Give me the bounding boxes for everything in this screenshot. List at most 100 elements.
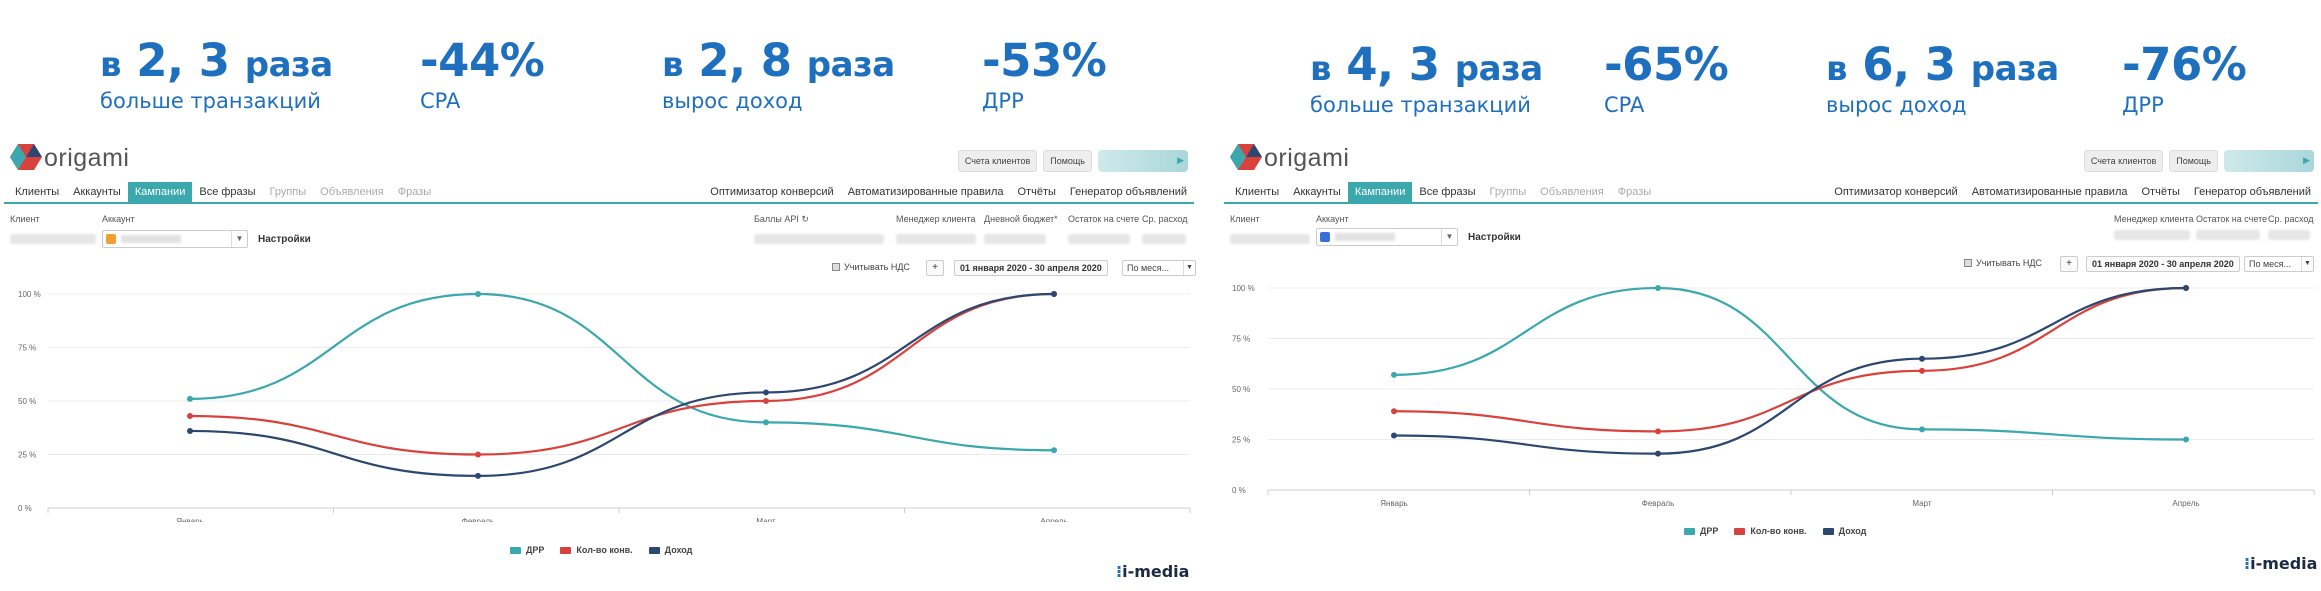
main-nav: Клиенты Аккаунты Кампании Все фразы Груп… [1224, 182, 2318, 204]
avg-spend-label: Ср. расход [2268, 214, 2314, 224]
legend-item[interactable]: Кол-во конв. [560, 545, 633, 555]
account-label: Аккаунт [1316, 214, 1349, 224]
settings-link[interactable]: Настройки [258, 234, 311, 245]
tab-conversion-optimizer[interactable]: Оптимизатор конверсий [710, 186, 834, 198]
tab-reports[interactable]: Отчёты [1017, 186, 1056, 198]
data-point [475, 451, 481, 458]
screenshot-right: origami Счета клиентов Помощь Клиенты Ак… [1224, 132, 2318, 582]
tab-all-phrases[interactable]: Все фразы [1419, 186, 1476, 198]
daily-budget-label: Дневной бюджет* [984, 214, 1058, 224]
legend-item[interactable]: Кол-во конв. [1734, 526, 1807, 536]
data-point [1391, 432, 1397, 439]
stat-suffix: раза [244, 45, 333, 85]
client-bills-button[interactable]: Счета клиентов [957, 150, 1038, 172]
client-bills-button[interactable]: Счета клиентов [2083, 150, 2164, 172]
stat-caption: вырос доход [1826, 93, 1967, 117]
stat-revenue: в 2, 8 раза вырос доход [662, 38, 895, 113]
imedia-mark-icon: ⁝ [1116, 562, 1123, 581]
tab-ad-generator[interactable]: Генератор объявлений [2193, 186, 2311, 198]
data-point [187, 395, 193, 402]
x-tick-label: Март [756, 517, 775, 522]
x-tick-label: Март [1912, 499, 1931, 508]
screenshot-left: origami Счета клиентов Помощь Клиенты Ак… [4, 132, 1196, 582]
vat-checkbox[interactable]: Учитывать НДС [1964, 258, 2042, 268]
tab-phrases[interactable]: Фразы [1617, 186, 1652, 198]
granularity-select[interactable]: По меся... ▼ [2244, 256, 2314, 272]
tab-groups[interactable]: Группы [1489, 186, 1527, 198]
client-value-blurred [1230, 234, 1310, 244]
series-line [1393, 286, 2187, 455]
stat-value: 4, 3 [1346, 38, 1440, 91]
user-menu[interactable] [2224, 150, 2314, 172]
stat-caption: больше транзакций [100, 89, 321, 113]
legend-item[interactable]: ДРР [1684, 526, 1718, 536]
data-point [1919, 367, 1925, 374]
data-point [187, 427, 193, 434]
add-button[interactable]: + [2060, 256, 2078, 272]
manager-label: Менеджер клиента [896, 214, 976, 224]
tab-phrases[interactable]: Фразы [397, 186, 432, 198]
date-range-picker[interactable]: 01 января 2020 - 30 апреля 2020 [954, 260, 1108, 276]
settings-link[interactable]: Настройки [1468, 232, 1521, 243]
app-header: origami Счета клиентов Помощь [1224, 140, 2318, 176]
legend-item[interactable]: Доход [1822, 526, 1866, 536]
legend-swatch [1734, 527, 1746, 535]
stat-cpa: -44% CPA [420, 34, 545, 113]
tab-all-phrases[interactable]: Все фразы [199, 186, 256, 198]
tab-ads[interactable]: Объявления [320, 186, 384, 198]
balance-label: Остаток на счете [1068, 214, 1140, 224]
legend-swatch [1822, 527, 1834, 535]
tab-accounts[interactable]: Аккаунты [73, 186, 121, 198]
tab-ads[interactable]: Объявления [1540, 186, 1604, 198]
checkbox-icon [1964, 259, 1972, 267]
tab-automated-rules[interactable]: Автоматизированные правила [847, 186, 1004, 198]
filter-bar: Клиент Аккаунт ▼ Настройки Баллы API ↻ М… [4, 212, 1196, 302]
tab-campaigns[interactable]: Кампании [127, 182, 193, 202]
tab-reports[interactable]: Отчёты [2141, 186, 2180, 198]
tab-campaigns[interactable]: Кампании [1347, 182, 1413, 202]
data-point [763, 398, 769, 404]
granularity-select[interactable]: По меся... ▼ [1122, 260, 1196, 276]
stat-drr: -76% ДРР [2122, 42, 2247, 117]
stat-value: 6, 3 [1862, 38, 1956, 91]
account-icon [1320, 232, 1330, 242]
tab-groups[interactable]: Группы [269, 186, 307, 198]
data-point [2183, 436, 2189, 443]
tab-clients[interactable]: Клиенты [15, 186, 60, 198]
vat-checkbox[interactable]: Учитывать НДС [832, 262, 910, 272]
tab-clients[interactable]: Клиенты [1235, 186, 1280, 198]
stat-caption: CPA [420, 89, 461, 113]
data-point [475, 472, 481, 479]
legend-item[interactable]: ДРР [510, 545, 544, 555]
imedia-mark-icon: ⁝ [2244, 554, 2251, 573]
stat-value: 2, 3 [136, 34, 230, 87]
account-select[interactable]: ▼ [1316, 228, 1458, 246]
legend-swatch [648, 546, 660, 554]
y-tick-label: 0 % [1232, 486, 1246, 495]
legend-item[interactable]: Доход [648, 545, 692, 555]
user-menu[interactable] [1098, 150, 1188, 172]
account-select[interactable]: ▼ [102, 230, 248, 248]
series-line [1393, 286, 2187, 433]
tab-accounts[interactable]: Аккаунты [1293, 186, 1341, 198]
data-point [763, 389, 769, 396]
add-button[interactable]: + [926, 260, 944, 276]
data-point [187, 412, 193, 419]
stat-value: -44% [420, 34, 545, 87]
data-point [1919, 355, 1925, 362]
avg-spend-label: Ср. расход [1142, 214, 1188, 224]
help-button[interactable]: Помощь [2169, 150, 2218, 172]
chart-legend: ДРР Кол-во конв. Доход [510, 545, 692, 555]
tab-conversion-optimizer[interactable]: Оптимизатор конверсий [1834, 186, 1958, 198]
refresh-icon[interactable]: ↻ [801, 214, 809, 224]
stat-prefix: в [1826, 49, 1848, 89]
date-range-picker[interactable]: 01 января 2020 - 30 апреля 2020 [2086, 256, 2240, 272]
y-tick-label: 50 % [1232, 385, 1250, 394]
data-point [2183, 285, 2189, 291]
help-button[interactable]: Помощь [1043, 150, 1092, 172]
tab-ad-generator[interactable]: Генератор объявлений [1069, 186, 1187, 198]
stat-suffix: раза [806, 45, 895, 85]
y-tick-label: 100 % [18, 290, 41, 299]
tab-automated-rules[interactable]: Автоматизированные правила [1971, 186, 2128, 198]
